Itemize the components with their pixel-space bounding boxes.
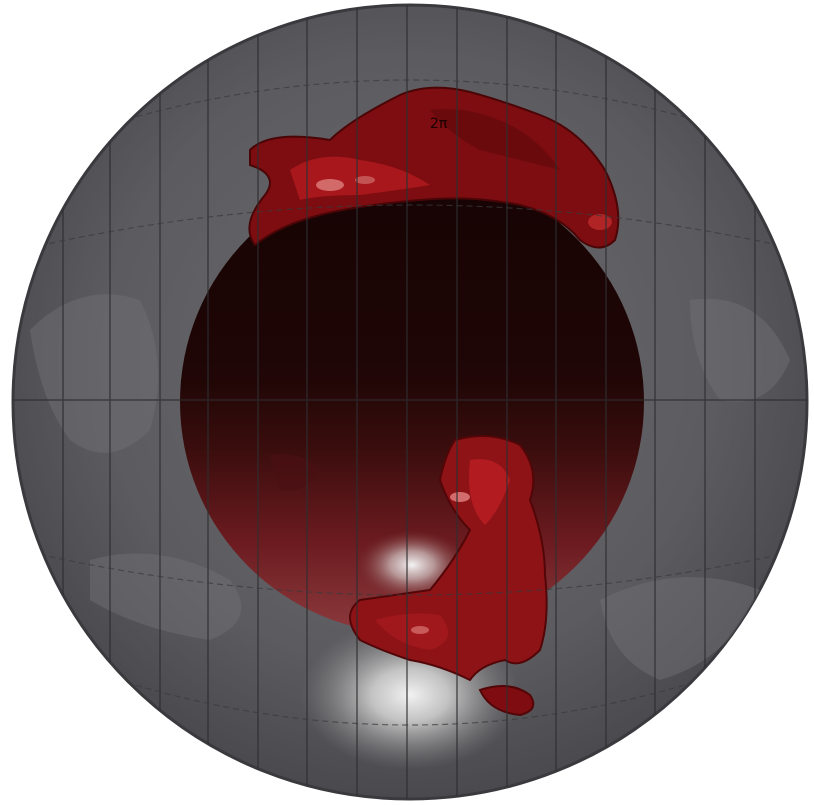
outer-landmass	[30, 294, 790, 680]
red-surface-bottom	[270, 435, 548, 717]
grid-curves	[19, 79, 801, 726]
axis-label: 2π	[430, 116, 448, 132]
